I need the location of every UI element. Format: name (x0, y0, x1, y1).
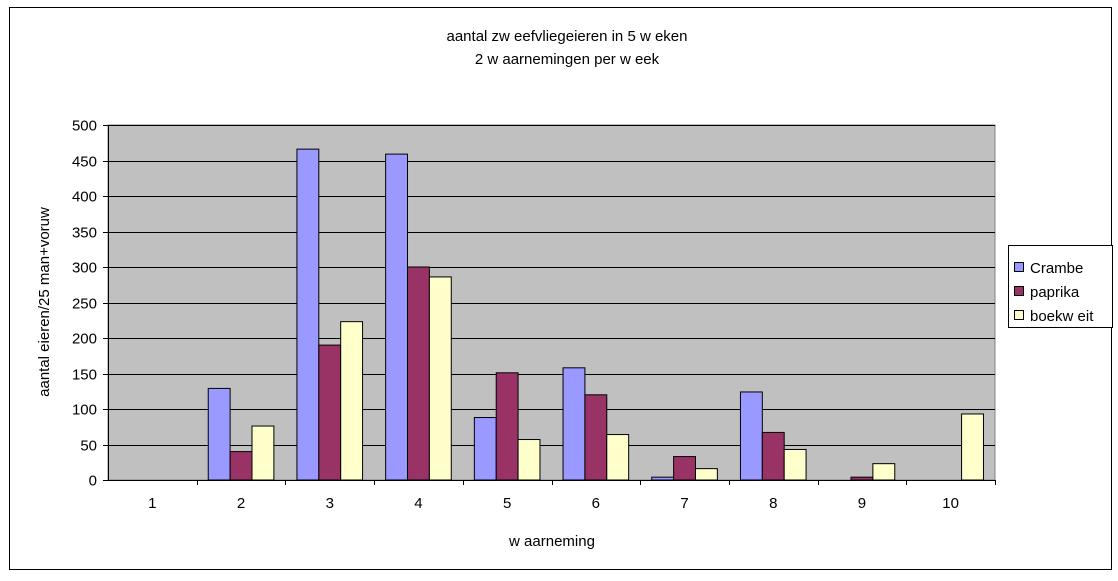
chart-title-line-1: aantal zw eefvliegeieren in 5 w eken (447, 28, 688, 45)
legend-label: Crambe (1030, 260, 1083, 277)
x-tick-label: 4 (414, 495, 422, 512)
y-tick-labels: 0 50 100 150 200 250 300 350 400 450 500 (72, 118, 97, 490)
bar-boekw-eit-4 (428, 276, 452, 481)
y-tick-label: 100 (72, 402, 97, 419)
y-tick-label: 450 (72, 154, 97, 171)
x-tick-labels: 1 2 3 4 5 6 7 8 9 10 (148, 495, 959, 512)
y-tick-label: 0 (89, 473, 97, 490)
x-tick-label: 10 (942, 495, 959, 512)
x-tick-label: 5 (503, 495, 511, 512)
y-tick-label: 300 (72, 260, 97, 277)
axes (103, 125, 996, 485)
bar-crambe-3 (296, 148, 320, 481)
y-tick-label: 500 (72, 118, 97, 135)
bar-boekw-eit-10 (961, 413, 984, 481)
legend: Crambe paprika boekw eit (1008, 245, 1113, 328)
bar-boekw-eit-9 (872, 463, 896, 481)
bar-crambe-2 (207, 387, 231, 481)
bar-paprika-8 (761, 431, 785, 481)
bars (207, 148, 984, 481)
bar-boekw-eit-7 (694, 468, 718, 481)
legend-swatch (1014, 286, 1024, 296)
bar-crambe-5 (473, 417, 497, 481)
bar-boekw-eit-2 (251, 425, 275, 481)
bar-paprika-2 (229, 451, 253, 481)
bar-crambe-8 (739, 391, 763, 481)
x-tick-label: 3 (326, 495, 334, 512)
legend-box (1008, 245, 1113, 328)
legend-swatch (1014, 310, 1024, 320)
x-tick-label: 9 (858, 495, 866, 512)
legend-swatch (1014, 262, 1024, 272)
bar-paprika-9 (850, 476, 874, 481)
plot-area (107, 124, 996, 481)
x-axis-label: w aarneming (508, 533, 595, 550)
bar-boekw-eit-8 (783, 448, 807, 481)
x-tick-label: 2 (237, 495, 245, 512)
bar-boekw-eit-6 (606, 434, 630, 481)
x-tick-label: 8 (769, 495, 777, 512)
bar-crambe-6 (562, 367, 586, 481)
bar-boekw-eit-3 (340, 321, 364, 481)
bar-boekw-eit-5 (517, 439, 541, 481)
x-tick-label: 7 (680, 495, 688, 512)
legend-label: boekw eit (1030, 308, 1094, 325)
bar-paprika-4 (407, 266, 430, 481)
bar-paprika-7 (673, 456, 696, 481)
bar-crambe-7 (651, 476, 675, 481)
y-tick-label: 50 (80, 438, 97, 455)
y-tick-label: 250 (72, 296, 97, 313)
x-tick-label: 6 (592, 495, 600, 512)
y-axis-label: aantal eieren/25 man+voruw (36, 207, 53, 397)
y-tick-label: 200 (72, 331, 97, 348)
chart-title-line-2: 2 w aarnemingen per w eek (475, 51, 660, 68)
y-tick-label: 150 (72, 367, 97, 384)
y-tick-label: 400 (72, 189, 97, 206)
y-tick-label: 350 (72, 225, 97, 242)
bar-paprika-3 (318, 344, 342, 481)
bar-paprika-6 (584, 394, 608, 481)
bar-crambe-4 (385, 153, 409, 481)
legend-label: paprika (1030, 284, 1080, 301)
bar-paprika-5 (495, 372, 519, 481)
x-tick-label: 1 (148, 495, 156, 512)
